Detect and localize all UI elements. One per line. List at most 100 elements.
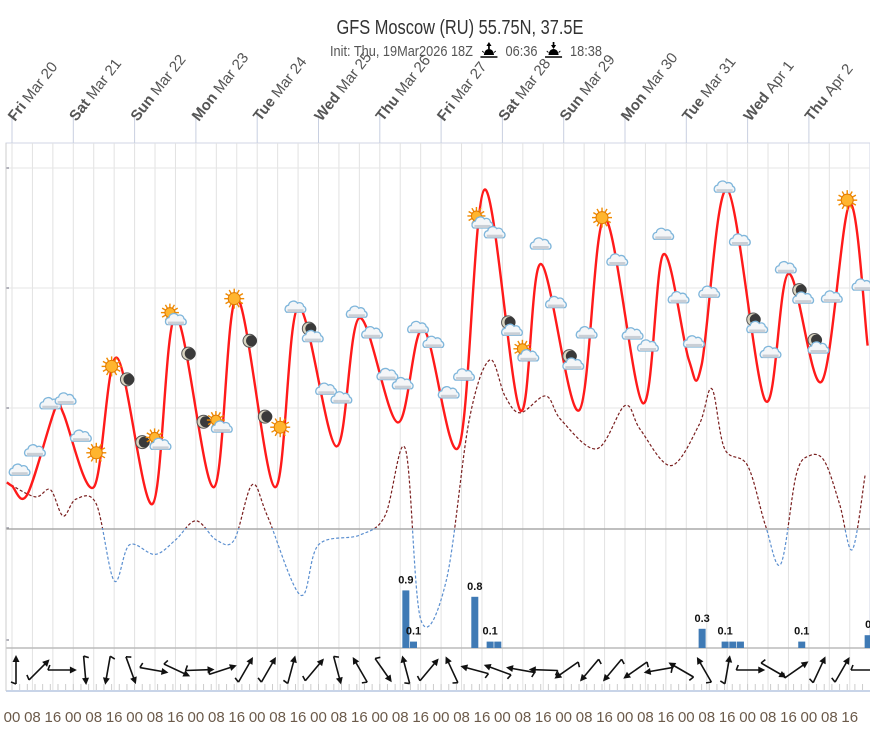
sun-icon bbox=[592, 207, 613, 228]
precip-bar bbox=[736, 641, 744, 648]
wind-arrow-icon bbox=[257, 657, 276, 683]
wind-barb bbox=[83, 655, 90, 659]
moon-shadow bbox=[138, 436, 150, 448]
dewpoint-line bbox=[6, 359, 866, 528]
sun-ray bbox=[606, 219, 612, 224]
cloud-shade bbox=[394, 385, 411, 389]
hour-label: 00 bbox=[310, 709, 327, 726]
cloud-shade bbox=[520, 357, 537, 361]
sun-ray bbox=[852, 202, 857, 206]
wind-barb bbox=[282, 679, 289, 685]
wind-arrow-icon bbox=[139, 662, 169, 675]
cloud-icon bbox=[820, 290, 843, 303]
wind-barb bbox=[416, 675, 421, 682]
cloud-shade bbox=[410, 329, 427, 333]
moon-icon bbox=[135, 435, 150, 450]
wind-arrow-head bbox=[290, 655, 297, 664]
day-date: Mar 21 bbox=[83, 56, 125, 103]
wind-arrow-head bbox=[130, 676, 137, 685]
wind-arrow-icon bbox=[208, 664, 237, 676]
precip-label: 0.3 bbox=[694, 613, 709, 625]
wind-arrow-head bbox=[580, 673, 588, 682]
wind-arrow-icon bbox=[460, 664, 490, 679]
wind-arrow-head bbox=[160, 667, 169, 675]
wind-arrow-head bbox=[102, 677, 110, 685]
wind-barb bbox=[361, 681, 368, 684]
init-time: Init: Thu, 19Mar2026 18Z bbox=[330, 43, 473, 60]
day-label: Wed Mar 25 bbox=[311, 49, 375, 124]
sun-ray bbox=[146, 439, 151, 443]
moon-cloud-icon bbox=[792, 283, 815, 304]
wind-arrow-icon bbox=[808, 656, 826, 684]
cloud-icon bbox=[545, 295, 567, 309]
sun-ray bbox=[106, 357, 110, 362]
sun-ray bbox=[838, 194, 843, 198]
sun-disc bbox=[840, 193, 854, 207]
sun-ray bbox=[596, 208, 600, 213]
wind-arrow-icon bbox=[554, 661, 581, 679]
sun-ray bbox=[116, 368, 121, 373]
cloud-icon bbox=[69, 429, 92, 442]
wind-arrow-head bbox=[445, 656, 452, 665]
cloud-icon bbox=[682, 335, 705, 348]
precip-bar bbox=[721, 641, 729, 648]
cloud-shade bbox=[504, 332, 521, 336]
wind-arrow-icon bbox=[831, 657, 850, 683]
sunrise-time: 06:36 bbox=[505, 43, 538, 60]
sun-ray bbox=[101, 455, 106, 459]
cloud-icon bbox=[698, 285, 721, 298]
sun-cloud-icon bbox=[513, 339, 540, 362]
sun-ray bbox=[468, 210, 473, 215]
sun-ray bbox=[514, 350, 519, 354]
hour-label: 08 bbox=[637, 709, 654, 726]
sun-ray bbox=[478, 207, 482, 212]
moon-cloud-icon bbox=[746, 312, 769, 334]
sun-ray bbox=[161, 307, 166, 311]
wind-arrow-head bbox=[623, 671, 631, 679]
day-label: Fri Mar 20 bbox=[5, 59, 62, 125]
sun-ray bbox=[514, 343, 519, 347]
day-date: Mar 24 bbox=[268, 54, 310, 101]
sun-ray bbox=[207, 421, 212, 426]
cloud-icon bbox=[621, 327, 644, 340]
hour-label: 00 bbox=[801, 709, 818, 726]
sun-ray bbox=[210, 411, 214, 417]
sun-ray bbox=[114, 357, 118, 362]
wind-barb bbox=[333, 655, 340, 658]
sun-ray bbox=[849, 204, 853, 210]
cloud-icon bbox=[8, 463, 31, 476]
wind-arrow-head bbox=[69, 666, 77, 674]
day-date: Mar 26 bbox=[392, 52, 434, 99]
sun-ray bbox=[285, 429, 290, 433]
cloud-shade bbox=[318, 391, 335, 395]
precip-bar bbox=[402, 590, 410, 648]
wind-barb bbox=[577, 661, 581, 668]
wind-barb bbox=[184, 665, 189, 671]
cloud-icon bbox=[284, 300, 307, 313]
wind-barb bbox=[139, 662, 144, 668]
sun-ray bbox=[158, 432, 163, 436]
cloud-shade bbox=[731, 242, 748, 245]
sun-ray bbox=[274, 418, 278, 423]
wind-arrow-icon bbox=[282, 655, 297, 685]
wind-arrow-icon bbox=[125, 656, 137, 685]
moon-cloud-icon bbox=[301, 321, 324, 343]
wind-arrow-icon bbox=[602, 658, 625, 682]
sun-ray bbox=[471, 207, 475, 212]
sunrise-icon bbox=[480, 42, 498, 58]
sun-ray bbox=[239, 301, 244, 305]
cloud-shade bbox=[348, 314, 365, 318]
day-label: Tue Mar 24 bbox=[250, 54, 310, 125]
moon-shadow bbox=[123, 373, 135, 385]
cloud-icon bbox=[391, 376, 414, 390]
wind-barb bbox=[782, 672, 786, 679]
sun-icon bbox=[86, 442, 107, 463]
wind-barb bbox=[234, 677, 240, 683]
wind-arrow-icon bbox=[623, 661, 650, 679]
sun-ray bbox=[102, 360, 107, 365]
sun-ray bbox=[480, 210, 485, 215]
wind-arrow-icon bbox=[643, 666, 674, 675]
hour-label: 16 bbox=[596, 709, 613, 726]
wind-arrow-head bbox=[384, 674, 392, 683]
cloud-shade bbox=[685, 343, 702, 347]
